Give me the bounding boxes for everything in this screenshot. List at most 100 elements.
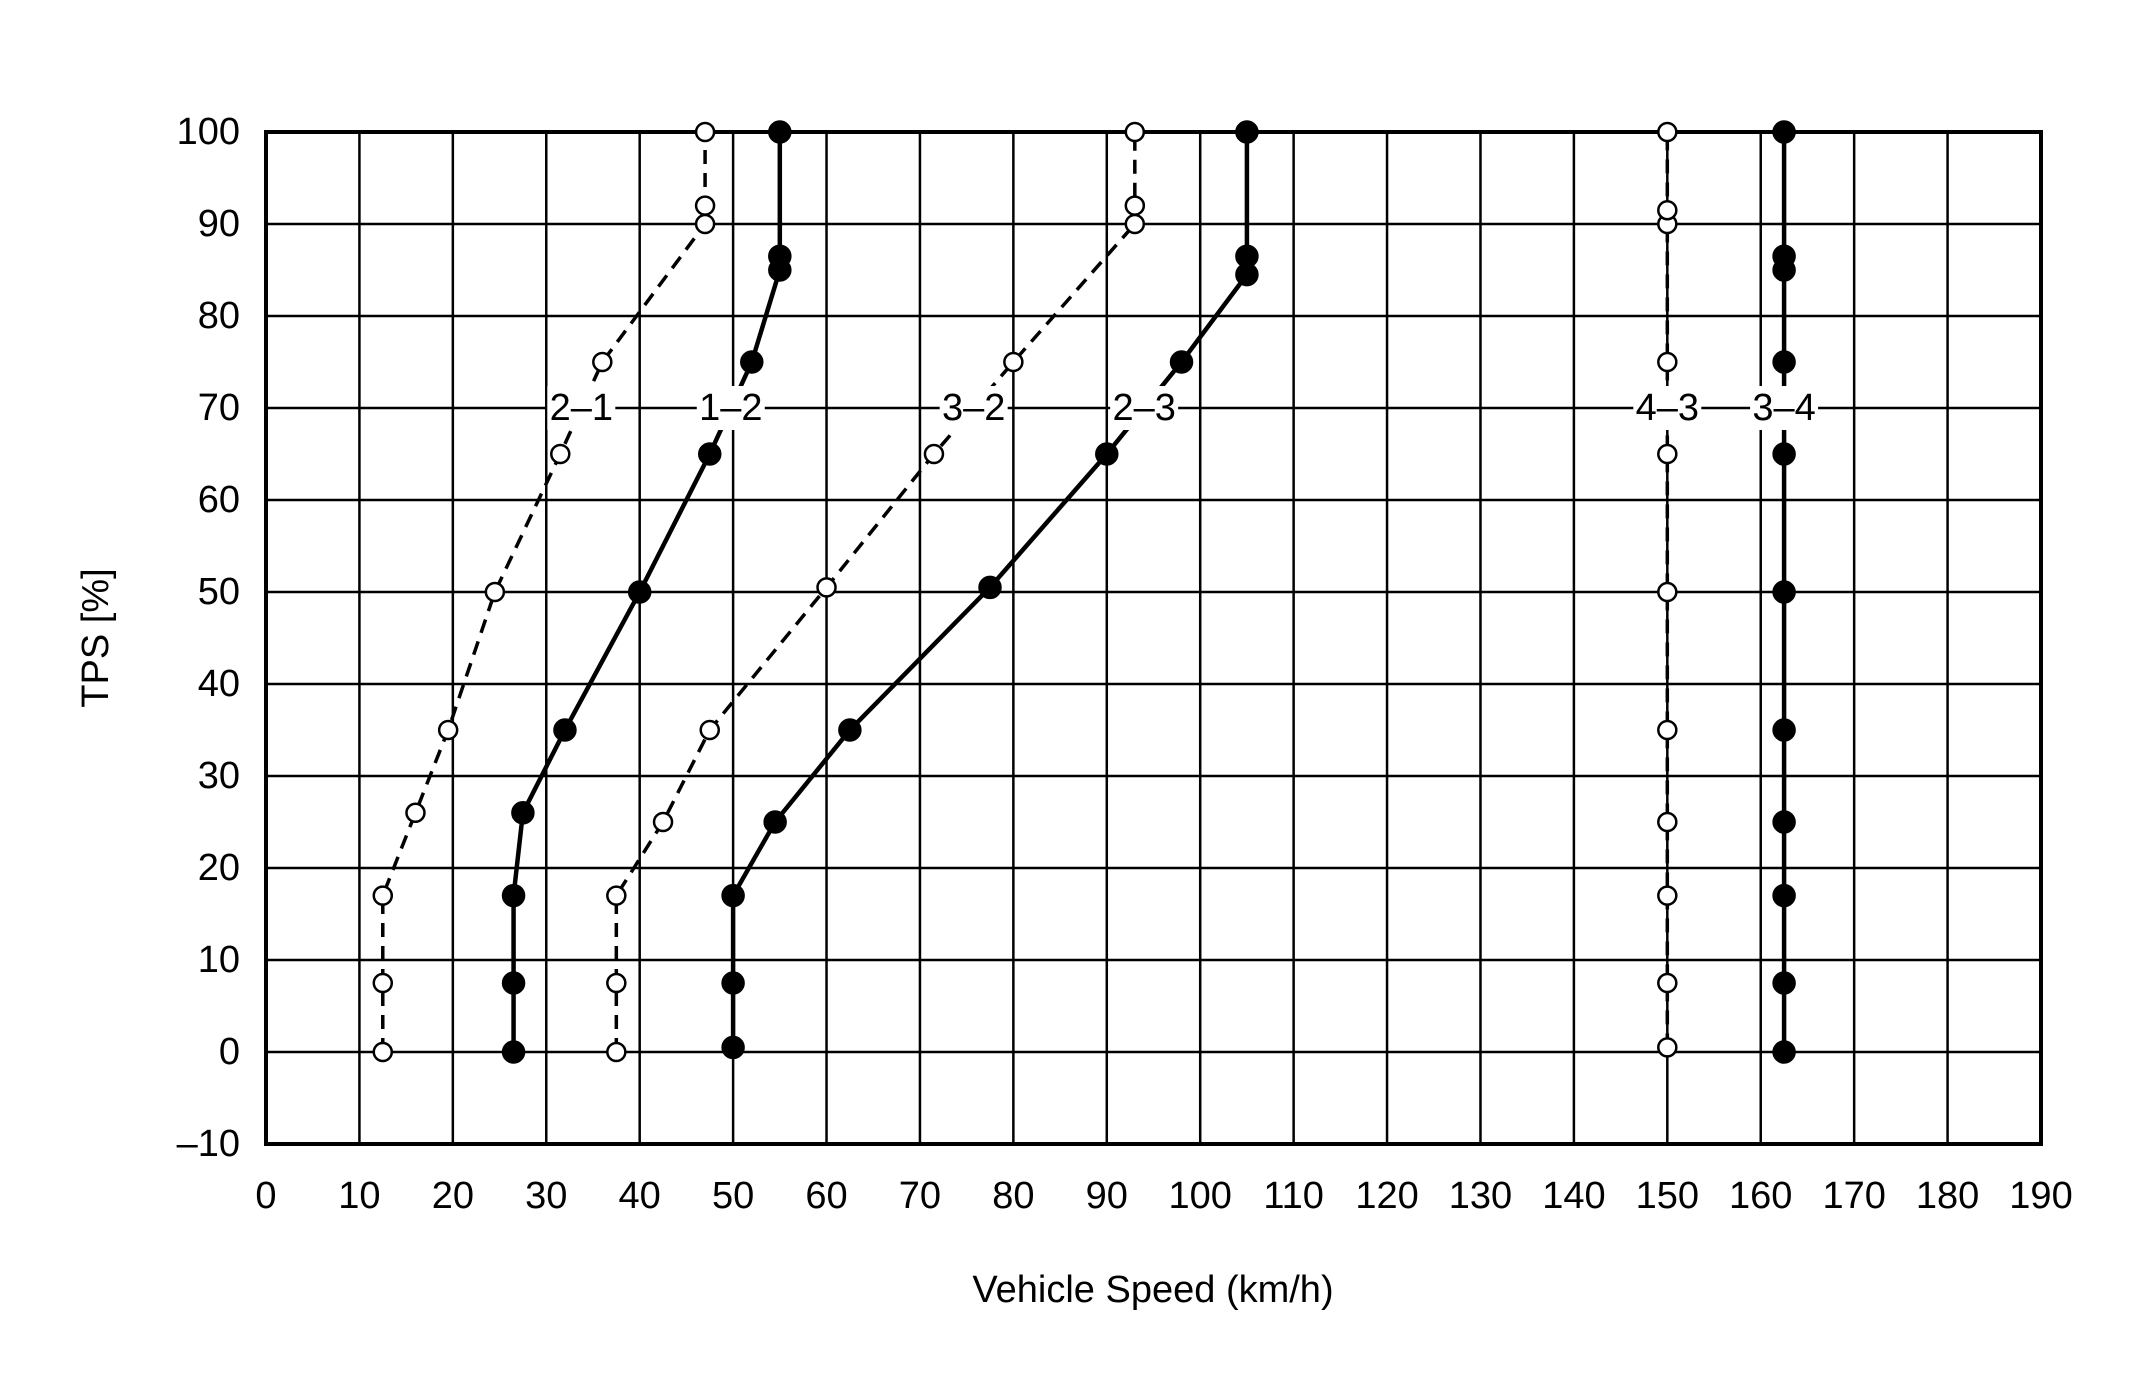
data-point — [694, 195, 716, 216]
y-tick-label: 80 — [198, 295, 240, 337]
data-point — [1235, 244, 1259, 268]
data-point — [1124, 213, 1146, 235]
data-point — [1772, 883, 1796, 908]
data-point — [1124, 121, 1146, 143]
data-point — [1657, 811, 1678, 833]
x-tick-label: 110 — [1263, 1175, 1324, 1217]
data-point — [372, 1041, 394, 1063]
data-point — [405, 802, 426, 824]
y-tick-label: 100 — [177, 111, 240, 153]
series-label-bg — [547, 386, 616, 430]
data-point — [1124, 195, 1146, 216]
x-axis-title: Vehicle Speed (km/h) — [972, 1269, 1333, 1311]
data-point — [978, 575, 1002, 600]
x-tick-label: 40 — [619, 1175, 661, 1217]
data-point — [1657, 581, 1678, 603]
data-point — [923, 443, 945, 465]
series-label: 1–2 — [699, 387, 762, 429]
series-label: 3–2 — [942, 387, 1005, 429]
series-label: 2–1 — [550, 387, 613, 429]
y-axis-title: TPS [%] — [75, 568, 117, 707]
data-point — [627, 580, 652, 604]
x-tick-label: 130 — [1449, 1175, 1512, 1217]
data-point — [606, 885, 627, 906]
data-point — [1657, 121, 1678, 143]
data-point — [1657, 199, 1678, 221]
data-point — [694, 213, 716, 235]
data-point — [768, 244, 792, 268]
data-point — [763, 810, 787, 834]
data-point — [1657, 885, 1678, 906]
data-point — [501, 971, 526, 995]
y-tick-label: 20 — [198, 847, 240, 889]
x-tick-label: 30 — [525, 1175, 567, 1217]
data-point — [1657, 1037, 1678, 1058]
data-point — [816, 577, 837, 598]
y-tick-label: 30 — [198, 755, 240, 797]
x-tick-label: 140 — [1542, 1175, 1605, 1217]
x-tick-label: 80 — [992, 1175, 1034, 1217]
y-tick-label: 40 — [198, 663, 240, 705]
x-tick-label: 70 — [899, 1175, 941, 1217]
data-point — [606, 1041, 627, 1063]
data-point — [1169, 350, 1194, 374]
y-tick-label: –10 — [177, 1123, 240, 1165]
data-point — [372, 972, 394, 994]
data-point — [1003, 351, 1024, 373]
data-point — [592, 351, 613, 373]
shift-line — [381, 132, 707, 1052]
data-point — [694, 121, 716, 143]
data-point — [1657, 443, 1678, 465]
data-point — [1772, 244, 1796, 268]
x-tick-label: 160 — [1729, 1175, 1792, 1217]
x-tick-label: 50 — [712, 1175, 754, 1217]
data-point — [501, 883, 526, 908]
data-point — [1772, 971, 1796, 995]
x-tick-label: 150 — [1636, 1175, 1699, 1217]
data-point — [1235, 120, 1259, 144]
data-point — [652, 811, 674, 833]
data-point — [1772, 442, 1796, 466]
data-point — [1657, 719, 1678, 741]
x-tick-label: 190 — [2009, 1175, 2072, 1217]
series-label-bg — [939, 386, 1008, 430]
data-point — [550, 443, 571, 465]
data-point — [1772, 1040, 1796, 1064]
data-point — [606, 972, 627, 994]
data-point — [1657, 351, 1678, 373]
x-tick-label: 170 — [1822, 1175, 1885, 1217]
series-label-bg — [1750, 386, 1819, 430]
data-point — [1772, 718, 1796, 742]
data-point — [721, 971, 745, 995]
y-tick-label: 70 — [198, 387, 240, 429]
data-point — [437, 719, 459, 741]
data-point — [484, 581, 506, 603]
data-point — [698, 442, 722, 466]
data-point — [511, 801, 535, 825]
x-tick-label: 0 — [255, 1175, 276, 1217]
data-point — [1772, 810, 1796, 834]
y-tick-label: 60 — [198, 479, 240, 521]
data-point — [501, 1040, 526, 1064]
series-label: 3–4 — [1752, 387, 1815, 429]
data-point — [740, 350, 764, 374]
data-point — [553, 718, 577, 742]
series-label: 2–3 — [1112, 387, 1175, 429]
x-tick-label: 10 — [338, 1175, 380, 1217]
data-point — [1657, 972, 1678, 994]
x-tick-label: 60 — [805, 1175, 847, 1217]
series-label-bg — [1110, 386, 1179, 430]
data-point — [1772, 580, 1796, 604]
data-point — [699, 719, 720, 741]
x-tick-label: 20 — [432, 1175, 474, 1217]
data-point — [372, 885, 394, 906]
x-tick-label: 90 — [1086, 1175, 1128, 1217]
data-point — [721, 1035, 745, 1060]
data-point — [721, 883, 745, 908]
x-tick-label: 100 — [1169, 1175, 1232, 1217]
y-tick-label: 0 — [219, 1031, 240, 1073]
series-label-bg — [1633, 386, 1702, 430]
